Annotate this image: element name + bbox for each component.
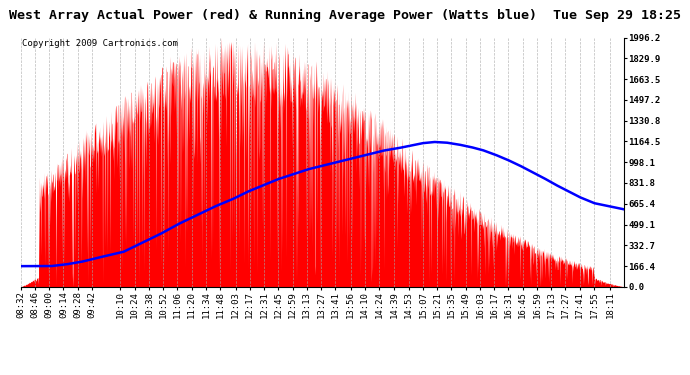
Text: West Array Actual Power (red) & Running Average Power (Watts blue)  Tue Sep 29 1: West Array Actual Power (red) & Running …	[9, 9, 681, 22]
Text: Copyright 2009 Cartronics.com: Copyright 2009 Cartronics.com	[22, 39, 178, 48]
